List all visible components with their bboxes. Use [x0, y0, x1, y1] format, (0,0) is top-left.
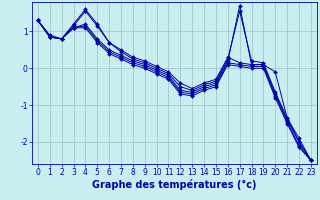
X-axis label: Graphe des températures (°c): Graphe des températures (°c)	[92, 179, 257, 190]
